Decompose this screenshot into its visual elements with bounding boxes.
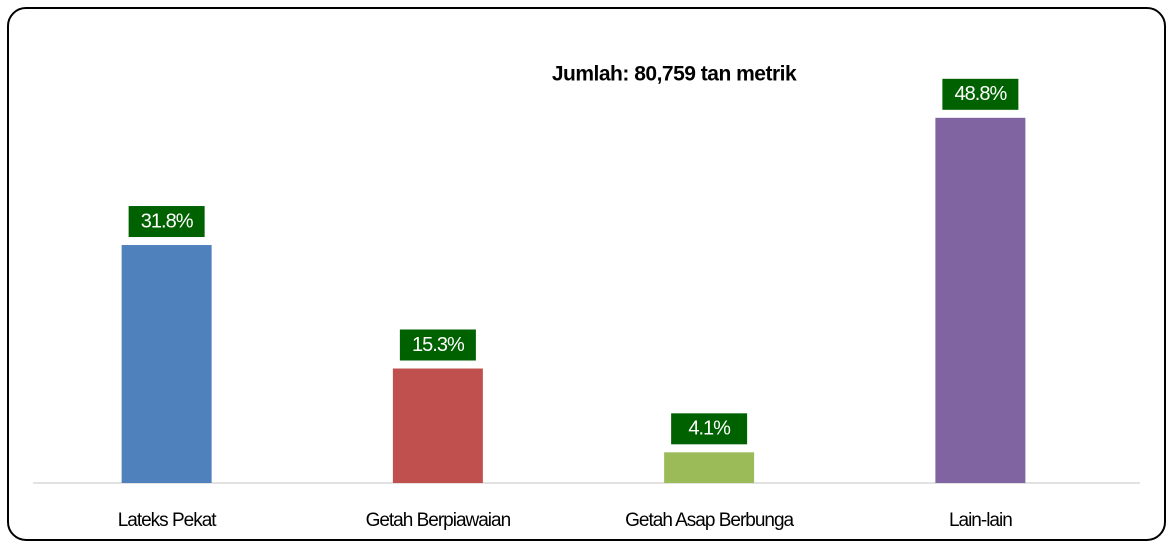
data-label: 15.3% [412,334,465,356]
chart-border [7,7,1166,541]
data-label-box [128,206,205,238]
x-tick-label: Lain-lain [949,510,1012,531]
data-label: 4.1% [688,418,731,440]
data-label-box [942,78,1019,110]
data-label: 48.8% [955,83,1008,105]
data-label-box [671,413,748,445]
chart-title: Jumlah: 80,759 tan metrik [552,63,797,86]
x-tick-label: Getah Asap Berbunga [625,510,794,531]
bar [392,368,483,483]
bar [935,117,1026,484]
bar [664,452,755,483]
data-label-box [399,329,476,361]
bar [121,245,212,483]
x-tick-label: Getah Berpiawaian [366,510,511,531]
x-tick-label: Lateks Pekat [118,510,218,531]
data-label: 31.8% [141,210,194,232]
